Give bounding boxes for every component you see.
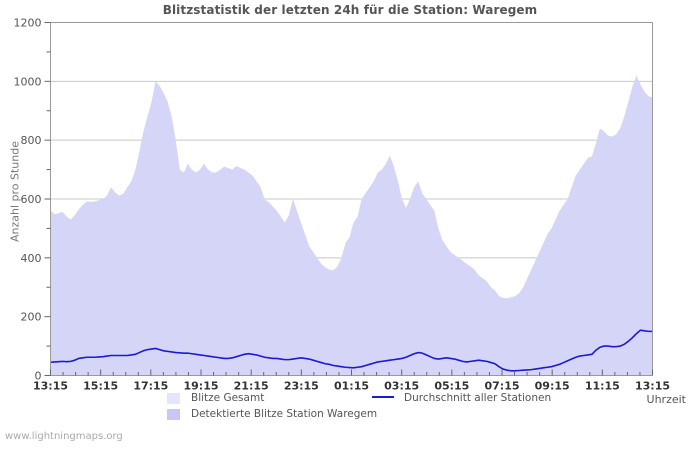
svg-text:15:15: 15:15 xyxy=(83,380,118,393)
legend-item-total: Blitze Gesamt xyxy=(167,392,264,404)
y-tick-labels: 0 200 400 600 800 1000 1200 xyxy=(14,17,51,383)
svg-text:0: 0 xyxy=(35,370,42,383)
site-footer-url: www.lightningmaps.org xyxy=(5,431,123,442)
chart-legend: Blitze Gesamt Detektierte Blitze Station… xyxy=(0,391,700,427)
plot-area: 0 200 400 600 800 1000 1200 13:15 15:15 17:15 19:… xyxy=(14,17,671,393)
legend-item-station: Detektierte Blitze Station Waregem xyxy=(167,408,377,420)
x-tick-labels: 13:15 15:15 17:15 19:15 21:15 23:15 01:15 03:15… xyxy=(33,369,670,393)
svg-text:01:15: 01:15 xyxy=(334,380,369,393)
area-series-layer xyxy=(50,75,653,376)
svg-text:200: 200 xyxy=(21,311,42,324)
svg-text:400: 400 xyxy=(21,252,42,265)
svg-text:03:15: 03:15 xyxy=(384,380,419,393)
svg-text:07:15: 07:15 xyxy=(484,380,519,393)
svg-text:13:15: 13:15 xyxy=(33,380,68,393)
svg-text:09:15: 09:15 xyxy=(535,380,570,393)
legend-item-average: Durchschnitt aller Stationen xyxy=(372,392,551,404)
svg-text:05:15: 05:15 xyxy=(434,380,469,393)
average-line-layer xyxy=(50,329,653,372)
legend-swatch-station-icon xyxy=(167,408,180,420)
chart-title: Blitzstatistik der letzten 24h für die S… xyxy=(162,3,538,17)
svg-text:1200: 1200 xyxy=(14,17,42,30)
y-axis-title: Anzahl pro Stunde xyxy=(8,141,22,243)
svg-text:1000: 1000 xyxy=(14,75,42,88)
x-axis-title: Uhrzeit xyxy=(646,393,686,406)
legend-swatch-total-icon xyxy=(167,392,180,404)
svg-text:11:15: 11:15 xyxy=(585,380,620,393)
svg-text:19:15: 19:15 xyxy=(183,380,218,393)
svg-text:21:15: 21:15 xyxy=(234,380,269,393)
svg-text:800: 800 xyxy=(21,134,42,147)
legend-label-total: Blitze Gesamt xyxy=(191,392,265,404)
legend-label-station: Detektierte Blitze Station Waregem xyxy=(191,408,378,420)
svg-text:23:15: 23:15 xyxy=(284,380,319,393)
svg-text:600: 600 xyxy=(21,193,42,206)
chart-svg: 0 200 400 600 800 1000 1200 13:15 15:15 17:15 19:… xyxy=(14,17,671,393)
legend-line-average-icon xyxy=(372,396,394,398)
svg-text:17:15: 17:15 xyxy=(133,380,168,393)
svg-text:13:15: 13:15 xyxy=(635,380,670,393)
legend-label-average: Durchschnitt aller Stationen xyxy=(404,392,552,404)
